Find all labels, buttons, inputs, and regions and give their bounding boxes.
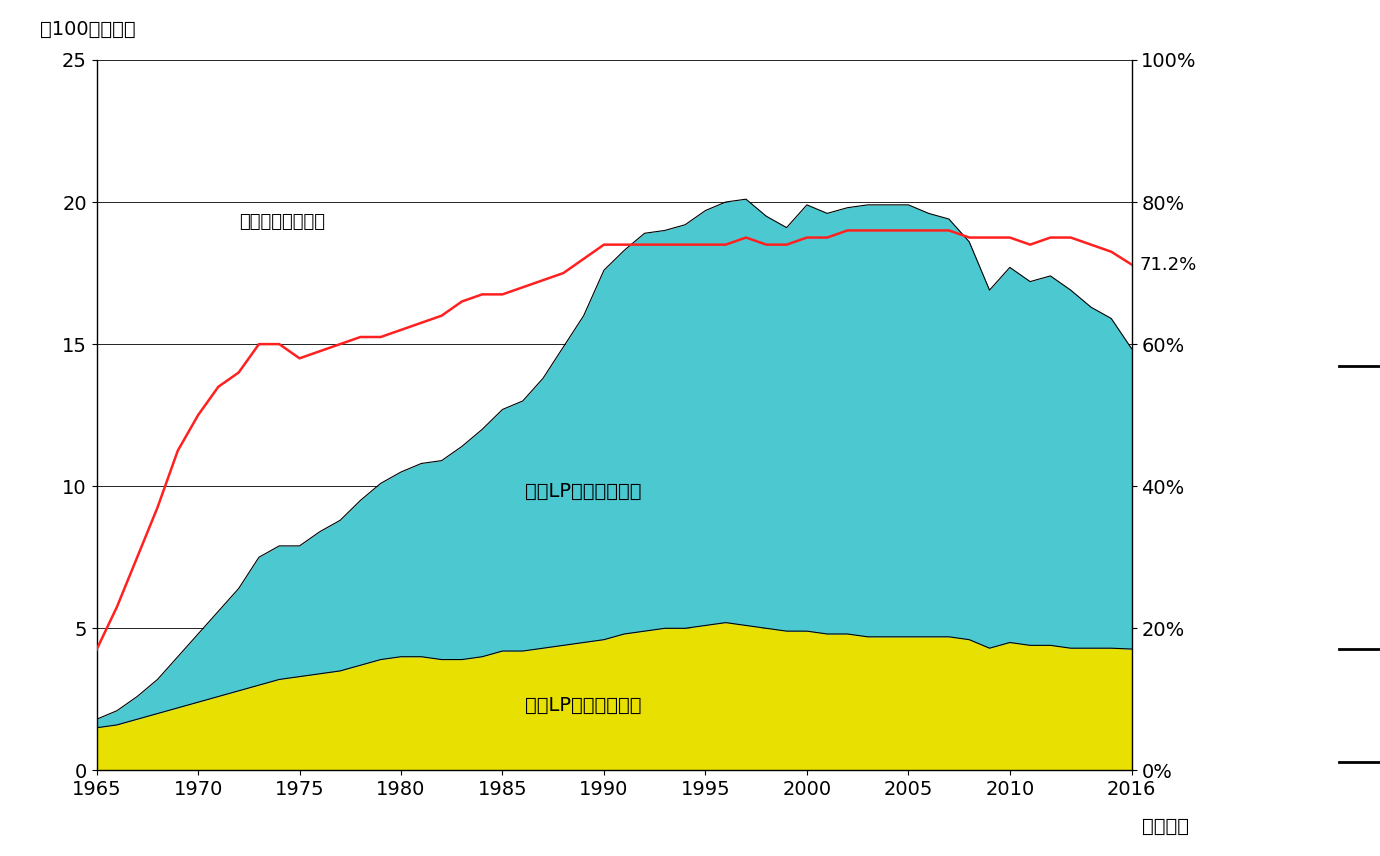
Text: 国産LPガス（左軸）: 国産LPガス（左軸） — [526, 696, 642, 715]
Text: （100万トン）: （100万トン） — [40, 20, 135, 39]
Text: 輸入LPガス（左軸）: 輸入LPガス（左軸） — [526, 483, 642, 502]
Text: 71.2%: 71.2% — [1140, 256, 1196, 274]
Text: （年度）: （年度） — [1143, 817, 1190, 835]
Text: 輸入比率（右軸）: 輸入比率（右軸） — [239, 213, 324, 231]
